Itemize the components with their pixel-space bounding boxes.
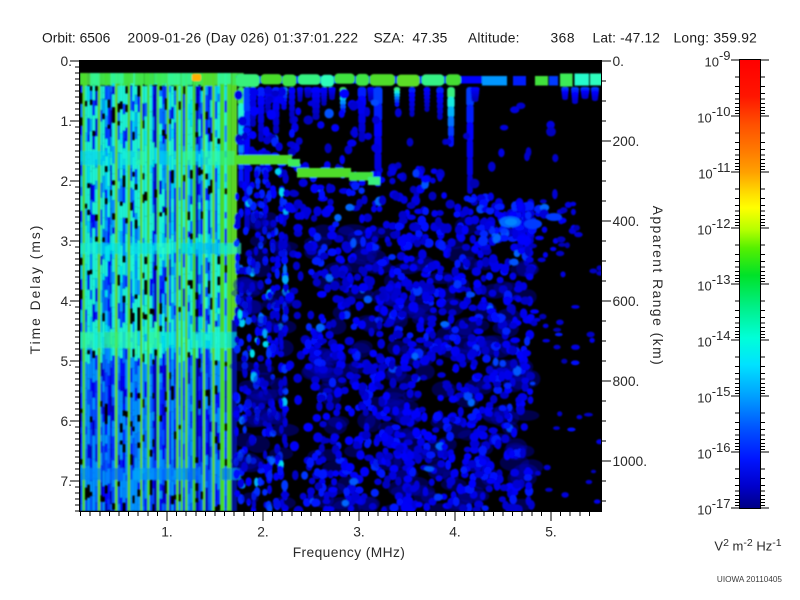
svg-text:1.: 1. bbox=[60, 114, 72, 129]
svg-text:2.: 2. bbox=[60, 174, 72, 189]
svg-text:7.: 7. bbox=[60, 474, 72, 489]
svg-text:4.: 4. bbox=[449, 525, 461, 540]
svg-text:0.: 0. bbox=[613, 54, 625, 69]
svg-text:200.: 200. bbox=[613, 134, 640, 149]
svg-text:368: 368 bbox=[551, 31, 576, 46]
svg-text:Time Delay (ms): Time Delay (ms) bbox=[28, 224, 43, 355]
svg-text:SZA: 47.35: SZA: 47.35 bbox=[374, 31, 448, 46]
svg-text:V2 m-2 Hz-1: V2 m-2 Hz-1 bbox=[714, 537, 781, 554]
svg-text:3.: 3. bbox=[60, 234, 72, 249]
svg-text:5.: 5. bbox=[60, 354, 72, 369]
svg-text:Lat: -47.12: Lat: -47.12 bbox=[593, 31, 661, 46]
svg-text:1000.: 1000. bbox=[613, 454, 648, 469]
svg-text:Altitude:: Altitude: bbox=[468, 31, 520, 46]
svg-text:2.: 2. bbox=[257, 525, 269, 540]
svg-text:3.: 3. bbox=[353, 525, 365, 540]
svg-text:6.: 6. bbox=[60, 414, 72, 429]
svg-text:Apparent Range (km): Apparent Range (km) bbox=[650, 206, 665, 366]
svg-text:2009-01-26 (Day 026) 01:37:01.: 2009-01-26 (Day 026) 01:37:01.222 bbox=[128, 31, 359, 46]
svg-text:Orbit: 6506: Orbit: 6506 bbox=[42, 31, 111, 46]
svg-text:1.: 1. bbox=[161, 525, 173, 540]
svg-text:5.: 5. bbox=[545, 525, 557, 540]
svg-text:800.: 800. bbox=[613, 374, 640, 389]
svg-text:Frequency (MHz): Frequency (MHz) bbox=[293, 545, 406, 560]
svg-text:400.: 400. bbox=[613, 214, 640, 229]
svg-text:0.: 0. bbox=[60, 54, 72, 69]
svg-text:Long: 359.92: Long: 359.92 bbox=[674, 31, 758, 46]
svg-text:600.: 600. bbox=[613, 294, 640, 309]
svg-text:4.: 4. bbox=[60, 294, 72, 309]
svg-text:UIOWA 20110405: UIOWA 20110405 bbox=[717, 575, 783, 584]
